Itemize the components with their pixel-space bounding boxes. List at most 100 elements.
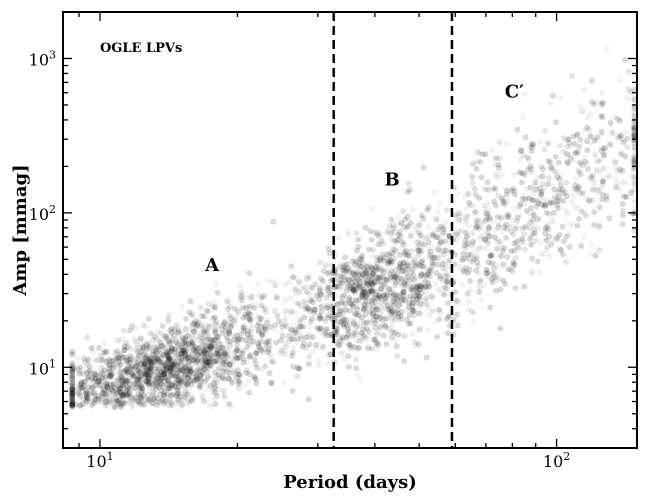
scatter-point bbox=[296, 316, 303, 323]
scatter-point bbox=[217, 350, 224, 357]
scatter-point bbox=[472, 222, 479, 229]
scatter-point bbox=[135, 385, 142, 391]
scatter-point bbox=[234, 336, 240, 343]
scatter-point bbox=[350, 316, 357, 323]
scatter-point bbox=[165, 380, 172, 387]
scatter-point bbox=[420, 276, 426, 283]
scatter-point bbox=[414, 252, 421, 259]
scatter-point bbox=[86, 376, 92, 383]
scatter-point bbox=[403, 259, 410, 266]
scatter-point bbox=[119, 336, 126, 343]
scatter-point bbox=[143, 361, 150, 368]
scatter-point bbox=[160, 377, 167, 384]
scatter-point bbox=[357, 297, 364, 304]
scatter-point bbox=[228, 403, 235, 410]
scatter-point bbox=[69, 390, 76, 397]
scatter-point bbox=[411, 312, 418, 319]
scatter-point bbox=[485, 237, 492, 244]
scatter-point bbox=[393, 298, 400, 305]
scatter-point bbox=[424, 284, 431, 291]
scatter-point bbox=[401, 275, 408, 282]
scatter-point bbox=[526, 157, 533, 164]
scatter-point bbox=[442, 269, 449, 276]
scatter-point bbox=[517, 212, 524, 219]
scatter-point bbox=[318, 302, 325, 309]
scatter-point bbox=[376, 294, 383, 301]
scatter-point bbox=[204, 322, 211, 329]
scatter-point bbox=[412, 259, 419, 265]
scatter-point bbox=[190, 320, 197, 327]
scatter-point bbox=[523, 185, 530, 192]
scatter-point bbox=[219, 326, 226, 333]
scatter-point bbox=[135, 344, 142, 351]
scatter-point bbox=[459, 227, 466, 234]
scatter-point bbox=[126, 357, 132, 364]
scatter-point bbox=[323, 304, 330, 311]
scatter-point bbox=[69, 368, 76, 375]
scatter-point bbox=[326, 331, 333, 338]
scatter-point bbox=[150, 389, 157, 396]
scatter-point bbox=[461, 244, 468, 251]
scatter-point bbox=[616, 186, 623, 193]
scatter-point bbox=[155, 374, 162, 380]
scatter-point bbox=[418, 238, 425, 245]
scatter-point bbox=[403, 279, 410, 285]
scatter-point bbox=[527, 195, 534, 202]
scatter-point bbox=[179, 372, 186, 379]
scatter-point bbox=[362, 289, 369, 296]
scatter-point bbox=[196, 382, 203, 389]
scatter-point bbox=[408, 269, 415, 276]
scatter-point bbox=[212, 327, 219, 334]
scatter-point bbox=[601, 174, 608, 181]
scatter-point bbox=[169, 336, 176, 343]
scatter-point bbox=[294, 363, 301, 370]
scatter-point bbox=[467, 258, 474, 265]
scatter-point bbox=[374, 257, 381, 263]
scatter-point bbox=[153, 353, 160, 360]
scatter-point bbox=[118, 369, 124, 376]
scatter-point bbox=[136, 373, 143, 380]
scatter-point bbox=[201, 351, 208, 358]
scatter-point bbox=[353, 332, 360, 338]
scatter-point bbox=[177, 361, 184, 368]
scatter-point bbox=[211, 358, 218, 364]
scatter-point bbox=[345, 228, 351, 235]
scatter-point bbox=[372, 317, 379, 324]
scatter-point bbox=[416, 282, 423, 289]
scatter-point bbox=[172, 360, 179, 367]
scatter-point bbox=[502, 185, 509, 192]
scatter-point bbox=[158, 374, 164, 381]
scatter-point bbox=[404, 271, 411, 278]
scatter-point bbox=[333, 251, 340, 258]
scatter-point bbox=[129, 357, 136, 364]
scatter-point bbox=[235, 344, 242, 351]
scatter-point bbox=[186, 340, 193, 347]
scatter-point bbox=[281, 281, 288, 288]
scatter-point bbox=[210, 388, 216, 395]
scatter-point bbox=[255, 280, 261, 287]
scatter-point bbox=[179, 353, 185, 360]
scatter-point bbox=[530, 211, 537, 218]
scatter-point bbox=[587, 111, 594, 117]
scatter-point bbox=[571, 203, 578, 210]
scatter-point bbox=[503, 140, 510, 147]
scatter-point bbox=[69, 387, 76, 394]
scatter-point bbox=[124, 393, 131, 400]
scatter-point bbox=[527, 234, 534, 240]
scatter-point bbox=[435, 209, 442, 216]
scatter-point bbox=[542, 184, 549, 191]
scatter-point bbox=[491, 227, 498, 234]
scatter-point bbox=[278, 320, 285, 327]
scatter-point bbox=[614, 180, 621, 187]
scatter-point bbox=[561, 148, 568, 155]
scatter-point bbox=[358, 254, 365, 261]
scatter-point bbox=[356, 306, 363, 313]
scatter-point bbox=[417, 281, 424, 288]
scatter-point bbox=[245, 331, 252, 338]
scatter-point bbox=[587, 140, 594, 147]
scatter-point bbox=[124, 367, 131, 374]
scatter-point bbox=[153, 336, 160, 343]
scatter-point bbox=[540, 188, 547, 195]
scatter-point bbox=[541, 196, 548, 203]
scatter-point bbox=[346, 318, 353, 325]
